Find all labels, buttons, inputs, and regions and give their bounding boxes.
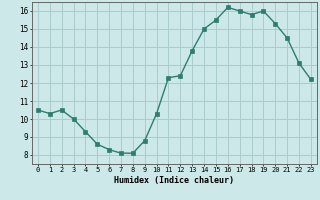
X-axis label: Humidex (Indice chaleur): Humidex (Indice chaleur) xyxy=(115,176,234,185)
